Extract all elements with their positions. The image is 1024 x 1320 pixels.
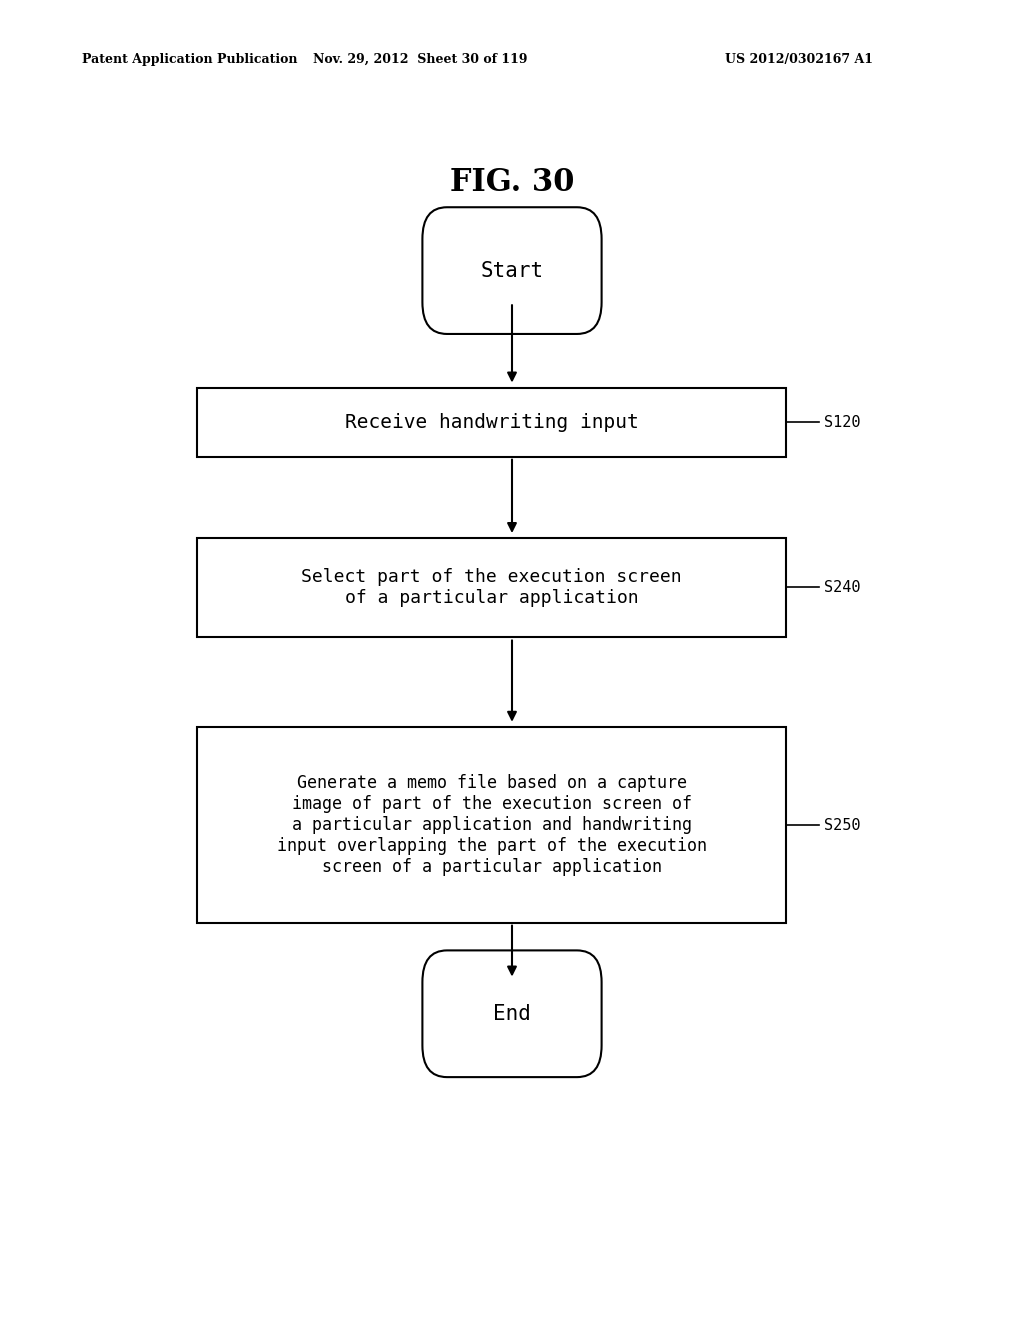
Text: FIG. 30: FIG. 30	[450, 166, 574, 198]
Text: Start: Start	[480, 260, 544, 281]
Text: S120: S120	[824, 414, 861, 430]
Text: Receive handwriting input: Receive handwriting input	[345, 413, 638, 432]
Text: Patent Application Publication: Patent Application Publication	[82, 53, 297, 66]
Text: S250: S250	[824, 817, 861, 833]
Text: US 2012/0302167 A1: US 2012/0302167 A1	[725, 53, 872, 66]
Text: End: End	[494, 1003, 530, 1024]
Text: Select part of the execution screen
of a particular application: Select part of the execution screen of a…	[301, 568, 682, 607]
FancyBboxPatch shape	[422, 950, 601, 1077]
Bar	[197, 537, 786, 636]
Text: S240: S240	[824, 579, 861, 595]
Bar	[197, 388, 786, 457]
Bar	[197, 727, 786, 923]
Text: Nov. 29, 2012  Sheet 30 of 119: Nov. 29, 2012 Sheet 30 of 119	[312, 53, 527, 66]
Text: Generate a memo file based on a capture
image of part of the execution screen of: Generate a memo file based on a capture …	[276, 775, 707, 875]
FancyBboxPatch shape	[422, 207, 601, 334]
